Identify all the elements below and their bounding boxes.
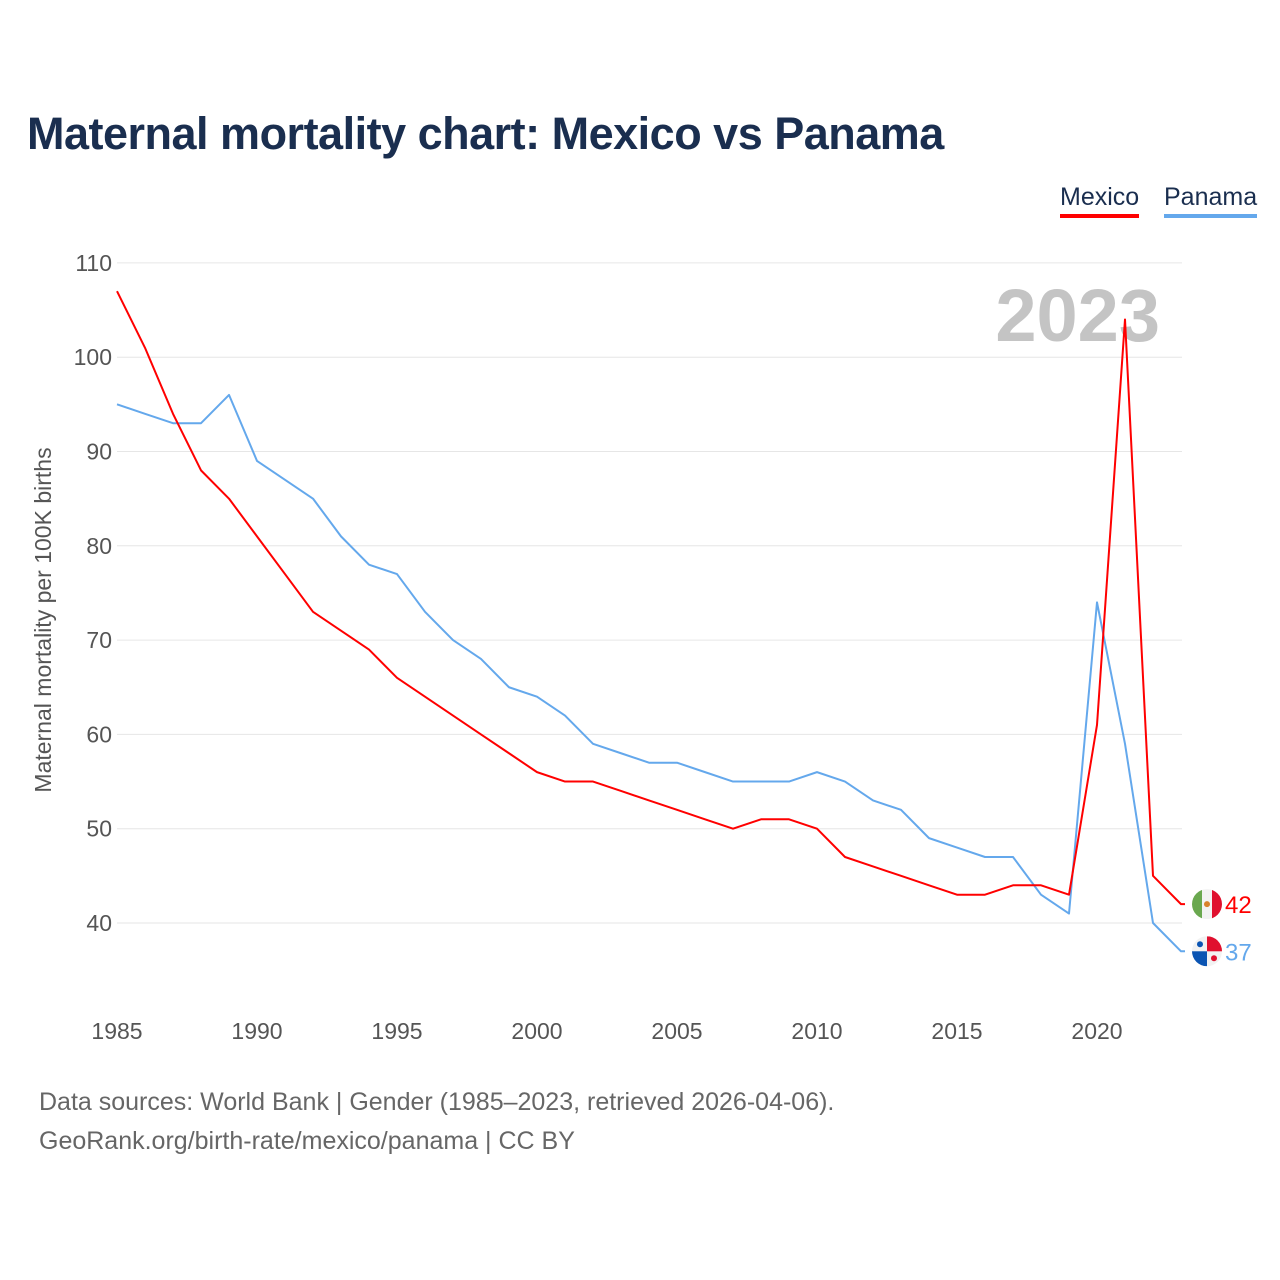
y-tick-label: 80 (86, 533, 112, 559)
legend-mexico[interactable]: Mexico (1060, 183, 1140, 218)
series-line-panama[interactable] (116, 393, 1185, 953)
x-tick-label: 1990 (231, 1018, 282, 1044)
y-axis-label: Maternal mortality per 100K births (30, 447, 56, 792)
y-tick-label: 50 (86, 816, 112, 842)
y-tick-label: 100 (74, 344, 112, 370)
end-value-label-panama: 37 (1225, 939, 1252, 966)
x-tick-label: 2000 (511, 1018, 562, 1044)
mexico-flag-icon (1192, 889, 1222, 920)
x-tick-label: 2010 (791, 1018, 842, 1044)
x-tick-label: 2020 (1071, 1018, 1122, 1044)
x-tick-label: 2015 (931, 1018, 982, 1044)
y-tick-label: 60 (86, 721, 112, 747)
year-watermark: 2023 (995, 274, 1160, 357)
x-tick-label: 1985 (91, 1018, 142, 1044)
data-sources: Data sources: World Bank | Gender (1985–… (39, 1088, 835, 1116)
y-tick-label: 40 (86, 910, 112, 936)
credit-link[interactable]: GeoRank.org/birth-rate/mexico/panama | C… (39, 1127, 575, 1155)
x-tick-label: 1995 (371, 1018, 422, 1044)
panama-flag-icon (1192, 936, 1222, 967)
y-tick-label: 110 (75, 250, 112, 276)
series-line-mexico[interactable] (116, 290, 1185, 906)
legend-panama[interactable]: Panama (1164, 183, 1258, 218)
x-tick-label: 2005 (651, 1018, 702, 1044)
y-tick-label: 70 (86, 627, 112, 653)
y-tick-label: 90 (86, 439, 112, 465)
chart-title: Maternal mortality chart: Mexico vs Pana… (27, 108, 944, 159)
end-value-label-mexico: 42 (1225, 892, 1252, 919)
